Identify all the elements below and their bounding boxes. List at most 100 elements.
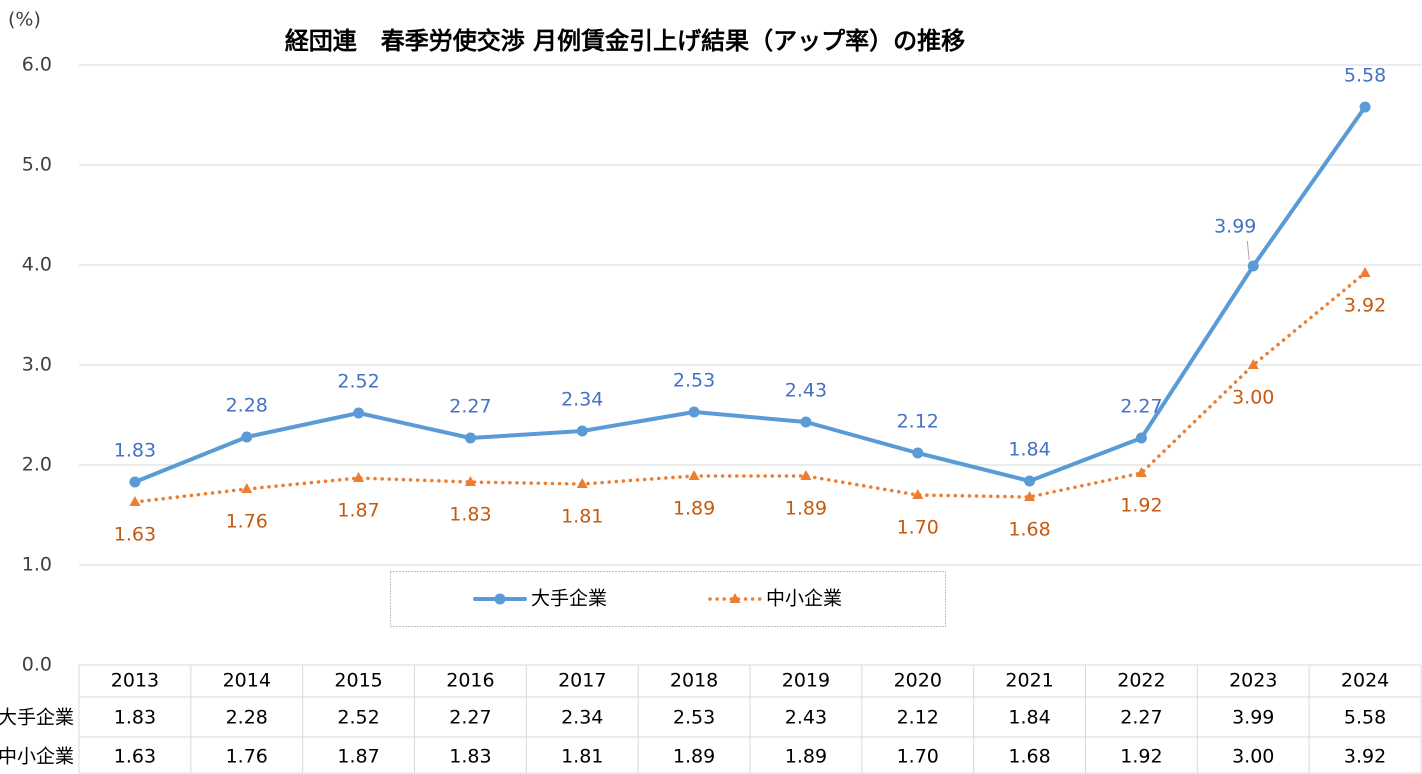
- data-label: 1.83: [449, 504, 491, 526]
- x-tick-label: 2018: [670, 670, 718, 692]
- y-tick-label: 6.0: [22, 54, 52, 76]
- table-cell: 1.63: [114, 746, 156, 768]
- marker: [1135, 432, 1147, 444]
- data-label: 1.83: [114, 440, 156, 462]
- data-label: 2.27: [449, 396, 491, 418]
- table-cell: 2.53: [673, 707, 715, 729]
- data-label: 1.63: [114, 524, 156, 546]
- series-line: [132, 105, 1368, 484]
- y-tick-label: 3.0: [22, 354, 52, 376]
- data-label: 1.87: [337, 500, 379, 522]
- data-label: 1.89: [673, 498, 715, 520]
- marker: [688, 470, 700, 480]
- data-label: 3.92: [1344, 295, 1386, 317]
- x-tick-label: 2015: [334, 670, 382, 692]
- x-tick-label: 2022: [1117, 670, 1165, 692]
- x-tick-label: 2014: [223, 670, 271, 692]
- table-cell: 2.28: [226, 707, 268, 729]
- leader-line: [1246, 240, 1250, 261]
- table-cell: 3.00: [1232, 746, 1274, 768]
- data-label: 1.81: [561, 506, 603, 528]
- data-label: 2.28: [226, 395, 268, 417]
- data-label: 3.99: [1214, 216, 1256, 238]
- table-row-label: 中小企業: [0, 746, 74, 768]
- data-label: 2.34: [561, 389, 603, 411]
- marker: [241, 431, 253, 443]
- marker: [576, 478, 588, 488]
- x-tick-label: 2020: [894, 670, 942, 692]
- marker: [912, 447, 924, 459]
- data-label: 1.89: [785, 498, 827, 520]
- y-tick-label: 2.0: [22, 454, 52, 476]
- marker: [129, 496, 141, 506]
- marker: [1359, 101, 1371, 113]
- table-cell: 3.99: [1232, 707, 1274, 729]
- table-cell: 1.68: [1008, 746, 1050, 768]
- marker: [1247, 359, 1259, 369]
- legend-label: 中小企業: [766, 588, 842, 610]
- table-cell: 3.92: [1344, 746, 1386, 768]
- marker: [464, 432, 476, 444]
- y-unit-label: (%): [8, 9, 41, 31]
- table-cell: 1.89: [785, 746, 827, 768]
- table-cell: 2.27: [449, 707, 491, 729]
- table-cell: 2.43: [785, 707, 827, 729]
- marker: [1024, 491, 1036, 501]
- marker: [464, 476, 476, 486]
- table-row-label: 大手企業: [0, 707, 74, 729]
- marker: [688, 406, 700, 418]
- table-cell: 1.83: [449, 746, 491, 768]
- table-cell: 2.27: [1120, 707, 1162, 729]
- data-label: 2.43: [785, 380, 827, 402]
- marker: [800, 470, 812, 480]
- marker: [353, 472, 365, 482]
- marker: [1247, 260, 1259, 272]
- data-label: 1.84: [1008, 439, 1050, 461]
- data-label: 2.27: [1120, 396, 1162, 418]
- table-cell: 2.34: [561, 707, 603, 729]
- y-tick-label: 1.0: [22, 554, 52, 576]
- x-tick-label: 2013: [111, 670, 159, 692]
- x-tick-label: 2019: [782, 670, 830, 692]
- table-cell: 1.76: [226, 746, 268, 768]
- data-label: 2.12: [897, 411, 939, 433]
- x-tick-label: 2024: [1341, 670, 1389, 692]
- table-cell: 1.89: [673, 746, 715, 768]
- table-cell: 1.81: [561, 746, 603, 768]
- marker: [1024, 475, 1036, 487]
- table-cell: 5.58: [1344, 707, 1386, 729]
- marker: [576, 425, 588, 437]
- marker: [241, 483, 253, 493]
- x-tick-label: 2016: [446, 670, 494, 692]
- x-tick-label: 2023: [1229, 670, 1277, 692]
- legend-label: 大手企業: [531, 588, 607, 610]
- legend-marker: [729, 593, 741, 603]
- x-tick-label: 2021: [1005, 670, 1053, 692]
- marker: [353, 407, 365, 419]
- marker: [1135, 467, 1147, 477]
- table-cell: 1.83: [114, 707, 156, 729]
- y-tick-label: 4.0: [22, 254, 52, 276]
- table-cell: 1.70: [897, 746, 939, 768]
- data-label: 1.92: [1120, 495, 1162, 517]
- table-cell: 2.52: [337, 707, 379, 729]
- marker: [129, 476, 141, 488]
- marker: [912, 489, 924, 499]
- data-label: 1.70: [897, 517, 939, 539]
- data-label: 3.00: [1232, 387, 1274, 409]
- y-tick-label: 5.0: [22, 154, 52, 176]
- y-tick-label: 0.0: [22, 654, 52, 676]
- table-cell: 1.87: [337, 746, 379, 768]
- marker: [800, 416, 812, 428]
- marker: [1359, 267, 1371, 277]
- data-label: 1.76: [226, 511, 268, 533]
- series-line: [133, 271, 1367, 504]
- legend: 大手企業 中小企業: [390, 571, 946, 627]
- chart-title: 経団連 春季労使交渉 月例賃金引上げ結果（アップ率）の推移: [285, 27, 965, 55]
- legend-marker: [494, 593, 506, 605]
- data-label: 2.52: [337, 371, 379, 393]
- table-cell: 1.92: [1120, 746, 1162, 768]
- table-cell: 1.84: [1008, 707, 1050, 729]
- data-label: 2.53: [673, 370, 715, 392]
